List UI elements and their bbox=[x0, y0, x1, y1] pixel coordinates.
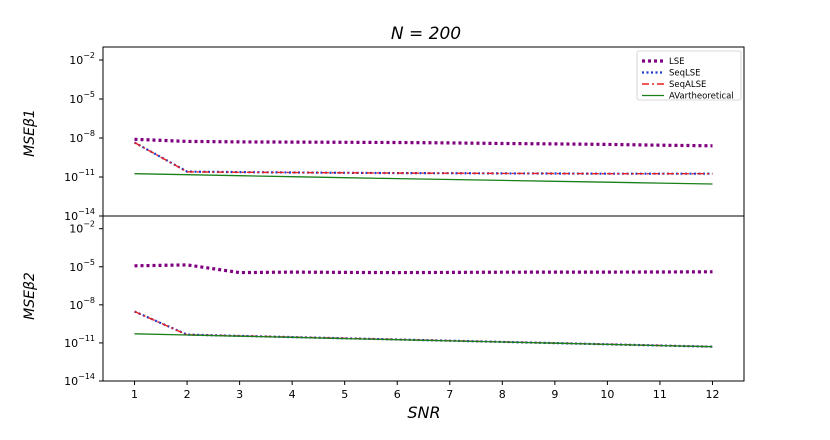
legend-label-avartheoretical: AVartheoretical bbox=[669, 92, 734, 102]
y-tick-label-bottom: 10−5 bbox=[69, 258, 95, 274]
x-tick-label: 2 bbox=[184, 388, 191, 401]
series-group-bottom bbox=[134, 263, 713, 348]
x-tick-label: 12 bbox=[705, 388, 719, 401]
y-axis-top: 10−14 10−11 10−8 10−5 10−2 bbox=[64, 51, 103, 223]
legend-box bbox=[636, 50, 742, 101]
series-group-top bbox=[133, 137, 713, 185]
figure-title: N = 200 bbox=[391, 24, 461, 44]
y-tick-label-top: 10−14 bbox=[64, 207, 95, 223]
y-tick-label-bottom: 10−14 bbox=[64, 372, 95, 388]
series-line-avartheoretical-bottom bbox=[134, 333, 713, 348]
x-tick-label: 9 bbox=[551, 388, 558, 401]
y-tick-label-top: 10−11 bbox=[64, 168, 95, 184]
ylabel-bottom: MSEβ2 bbox=[22, 272, 38, 320]
x-tick-label: 6 bbox=[394, 388, 401, 401]
series-line-lse-bottom bbox=[134, 263, 713, 275]
legend-label-seqalse: SeqALSE bbox=[669, 80, 706, 90]
x-tick-label: 5 bbox=[341, 388, 348, 401]
y-tick-label-bottom: 10−2 bbox=[69, 220, 95, 236]
y-tick-label-bottom: 10−11 bbox=[64, 334, 95, 350]
legend-label-seqlse: SeqLSE bbox=[669, 69, 701, 79]
x-tick-label: 4 bbox=[289, 388, 296, 401]
legend-label-lse: LSE bbox=[669, 57, 685, 67]
series-line-avartheoretical-top bbox=[134, 173, 713, 185]
x-axis: 1 2 3 4 5 6 7 8 9 10 11 12 bbox=[131, 381, 719, 401]
series-line-seqlse-top bbox=[133, 141, 713, 175]
xlabel: SNR bbox=[407, 403, 440, 422]
y-tick-label-top: 10−2 bbox=[69, 51, 95, 67]
y-tick-label-bottom: 10−8 bbox=[69, 296, 95, 312]
series-line-seqalse-bottom bbox=[134, 310, 713, 348]
x-tick-label: 1 bbox=[131, 388, 138, 401]
x-tick-label: 7 bbox=[446, 388, 453, 401]
x-tick-label: 11 bbox=[653, 388, 667, 401]
x-tick-label: 3 bbox=[236, 388, 243, 401]
y-axis-bottom: 10−14 10−11 10−8 10−5 10−2 bbox=[64, 220, 103, 388]
plot-area-bottom bbox=[102, 215, 745, 382]
y-tick-label-top: 10−5 bbox=[69, 90, 95, 106]
ylabel-top: MSEβ1 bbox=[22, 109, 38, 157]
series-line-lse-top bbox=[134, 137, 713, 148]
x-tick-label: 10 bbox=[600, 388, 614, 401]
series-line-seqlse-bottom bbox=[134, 310, 713, 348]
series-line-seqalse-top bbox=[134, 141, 713, 175]
y-tick-label-top: 10−8 bbox=[69, 129, 95, 145]
figure-title-group: N = 200 bbox=[391, 24, 461, 44]
panel-top: 10−14 10−11 10−8 10−5 10−2 MSEβ1 LSE SeqLSESe… bbox=[22, 46, 745, 223]
x-tick-label: 8 bbox=[499, 388, 506, 401]
